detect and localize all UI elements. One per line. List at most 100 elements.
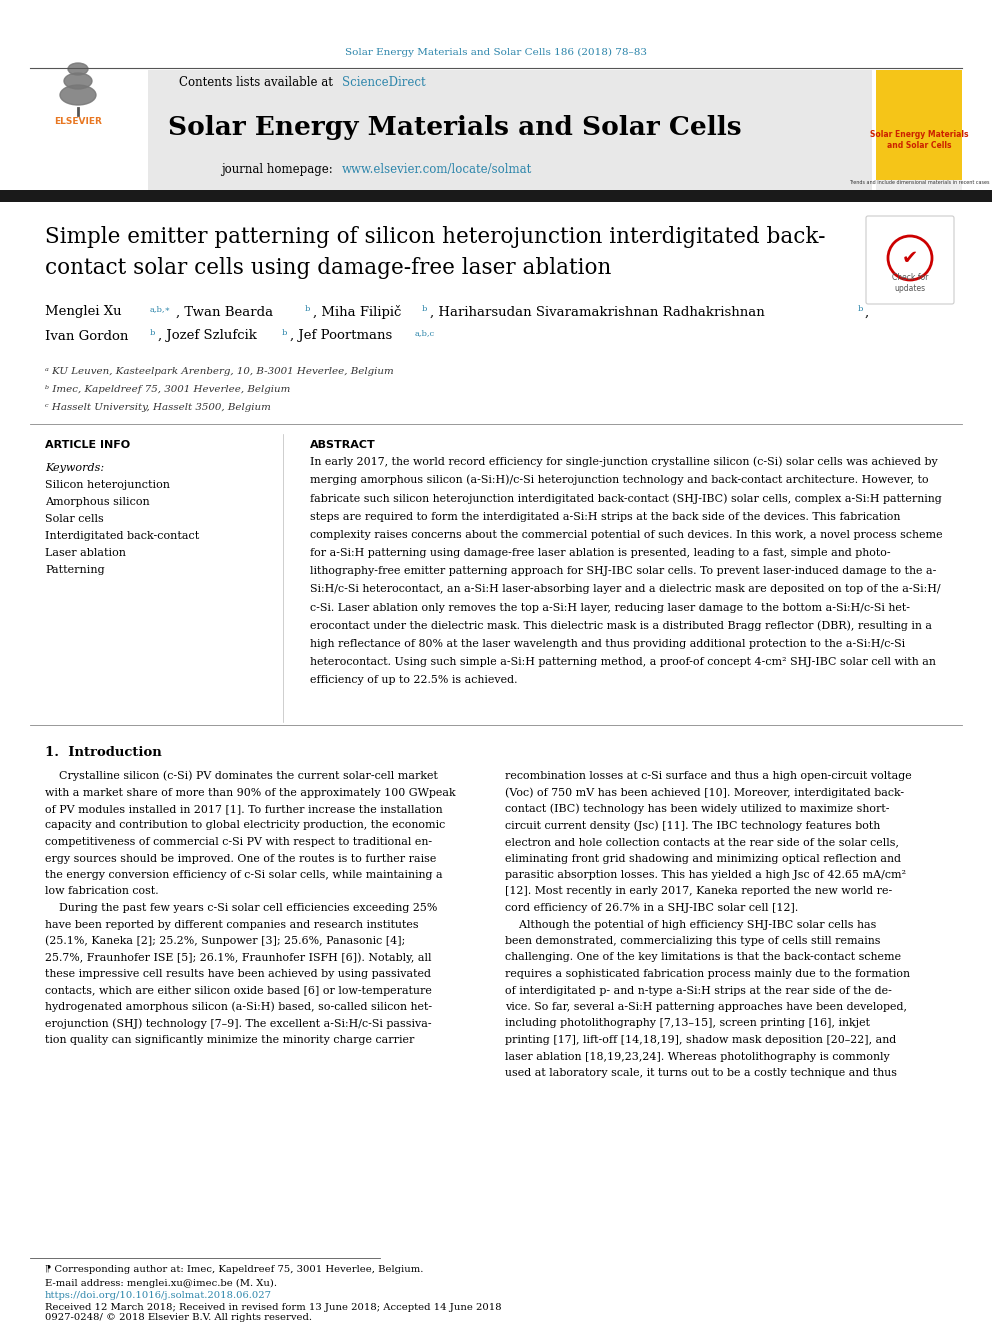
Text: Si:H/c-Si heterocontact, an a-Si:H laser-absorbing layer and a dielectric mask a: Si:H/c-Si heterocontact, an a-Si:H laser…	[310, 585, 940, 594]
Text: b: b	[858, 306, 863, 314]
Text: , Miha Filipič: , Miha Filipič	[313, 306, 402, 319]
Text: erojunction (SHJ) technology [7–9]. The excellent a-Si:H/c-Si passiva-: erojunction (SHJ) technology [7–9]. The …	[45, 1019, 432, 1029]
Text: Solar Energy Materials and Solar Cells: Solar Energy Materials and Solar Cells	[169, 115, 742, 140]
Text: Solar cells: Solar cells	[45, 515, 104, 524]
Text: ᶜ Hasselt University, Hasselt 3500, Belgium: ᶜ Hasselt University, Hasselt 3500, Belg…	[45, 404, 271, 413]
Text: including photolithography [7,13–15], screen printing [16], inkjet: including photolithography [7,13–15], sc…	[505, 1019, 870, 1028]
FancyBboxPatch shape	[876, 180, 962, 192]
Text: ARTICLE INFO: ARTICLE INFO	[45, 441, 130, 450]
Text: ⁋ Corresponding author at: Imec, Kapeldreef 75, 3001 Heverlee, Belgium.: ⁋ Corresponding author at: Imec, Kapeldr…	[45, 1266, 424, 1274]
Text: have been reported by different companies and research institutes: have been reported by different companie…	[45, 919, 419, 930]
Text: Although the potential of high efficiency SHJ-IBC solar cells has: Although the potential of high efficienc…	[505, 919, 876, 930]
Text: the energy conversion efficiency of c-Si solar cells, while maintaining a: the energy conversion efficiency of c-Si…	[45, 871, 442, 880]
Text: , Jozef Szlufcik: , Jozef Szlufcik	[158, 329, 257, 343]
Text: with a market share of more than 90% of the approximately 100 GWpeak: with a market share of more than 90% of …	[45, 787, 455, 798]
Text: ScienceDirect: ScienceDirect	[342, 75, 426, 89]
Text: Silicon heterojunction: Silicon heterojunction	[45, 480, 170, 490]
Text: [12]. Most recently in early 2017, Kaneka reported the new world re-: [12]. Most recently in early 2017, Kanek…	[505, 886, 892, 897]
Text: , Hariharsudan Sivaramakrishnan Radhakrishnan: , Hariharsudan Sivaramakrishnan Radhakri…	[430, 306, 765, 319]
Text: eliminating front grid shadowing and minimizing optical reflection and: eliminating front grid shadowing and min…	[505, 853, 901, 864]
Text: been demonstrated, commercializing this type of cells still remains: been demonstrated, commercializing this …	[505, 935, 881, 946]
Text: 25.7%, Fraunhofer ISE [5]; 26.1%, Fraunhofer ISFH [6]). Notably, all: 25.7%, Fraunhofer ISE [5]; 26.1%, Fraunh…	[45, 953, 432, 963]
Text: vice. So far, several a-Si:H patterning approaches have been developed,: vice. So far, several a-Si:H patterning …	[505, 1002, 907, 1012]
Text: Patterning: Patterning	[45, 565, 104, 576]
Text: low fabrication cost.: low fabrication cost.	[45, 886, 159, 897]
Text: Simple emitter patterning of silicon heterojunction interdigitated back-: Simple emitter patterning of silicon het…	[45, 226, 825, 247]
Text: contact (IBC) technology has been widely utilized to maximize short-: contact (IBC) technology has been widely…	[505, 803, 890, 814]
Text: Menglei Xu: Menglei Xu	[45, 306, 122, 319]
Text: , Jef Poortmans: , Jef Poortmans	[290, 329, 392, 343]
Ellipse shape	[60, 85, 96, 105]
Text: Received 12 March 2018; Received in revised form 13 June 2018; Accepted 14 June : Received 12 March 2018; Received in revi…	[45, 1303, 502, 1312]
Text: electron and hole collection contacts at the rear side of the solar cells,: electron and hole collection contacts at…	[505, 837, 899, 847]
FancyBboxPatch shape	[30, 70, 148, 192]
Text: tion quality can significantly minimize the minority charge carrier: tion quality can significantly minimize …	[45, 1035, 415, 1045]
Text: high reflectance of 80% at the laser wavelength and thus providing additional pr: high reflectance of 80% at the laser wav…	[310, 639, 905, 650]
Text: b: b	[305, 306, 310, 314]
Text: journal homepage:: journal homepage:	[221, 164, 340, 176]
Text: b: b	[150, 329, 156, 337]
Text: Interdigitated back-contact: Interdigitated back-contact	[45, 531, 199, 541]
Text: , Twan Bearda: , Twan Bearda	[176, 306, 273, 319]
Text: Laser ablation: Laser ablation	[45, 548, 126, 558]
Text: ELSEVIER: ELSEVIER	[54, 118, 102, 127]
Text: b: b	[422, 306, 428, 314]
Text: parasitic absorption losses. This has yielded a high Jsc of 42.65 mA/cm²: parasitic absorption losses. This has yi…	[505, 871, 906, 880]
Text: circuit current density (Jsc) [11]. The IBC technology features both: circuit current density (Jsc) [11]. The …	[505, 820, 880, 831]
Text: complexity raises concerns about the commercial potential of such devices. In th: complexity raises concerns about the com…	[310, 529, 942, 540]
Ellipse shape	[64, 73, 92, 89]
Text: Ivan Gordon: Ivan Gordon	[45, 329, 128, 343]
Text: competitiveness of commercial c-Si PV with respect to traditional en-: competitiveness of commercial c-Si PV wi…	[45, 837, 433, 847]
Text: Solar Energy Materials
and Solar Cells: Solar Energy Materials and Solar Cells	[870, 130, 968, 149]
FancyBboxPatch shape	[876, 70, 962, 192]
Text: steps are required to form the interdigitated a-Si:H strips at the back side of : steps are required to form the interdigi…	[310, 512, 901, 521]
FancyBboxPatch shape	[866, 216, 954, 304]
Text: ᵇ Imec, Kapeldreef 75, 3001 Heverlee, Belgium: ᵇ Imec, Kapeldreef 75, 3001 Heverlee, Be…	[45, 385, 291, 394]
Text: ✔: ✔	[902, 249, 919, 267]
Text: cord efficiency of 26.7% in a SHJ-IBC solar cell [12].: cord efficiency of 26.7% in a SHJ-IBC so…	[505, 904, 799, 913]
Text: E-mail address: menglei.xu@imec.be (M. Xu).: E-mail address: menglei.xu@imec.be (M. X…	[45, 1278, 277, 1287]
Text: contact solar cells using damage-free laser ablation: contact solar cells using damage-free la…	[45, 257, 611, 279]
FancyBboxPatch shape	[30, 70, 872, 192]
Text: Check for
updates: Check for updates	[892, 274, 929, 292]
Text: requires a sophisticated fabrication process mainly due to the formation: requires a sophisticated fabrication pro…	[505, 968, 910, 979]
Text: fabricate such silicon heterojunction interdigitated back-contact (SHJ-IBC) sola: fabricate such silicon heterojunction in…	[310, 493, 941, 504]
Text: heterocontact. Using such simple a-Si:H patterning method, a proof-of concept 4-: heterocontact. Using such simple a-Si:H …	[310, 658, 935, 667]
Text: 1.  Introduction: 1. Introduction	[45, 745, 162, 758]
Text: Trends and include dimensional materials in recent cases: Trends and include dimensional materials…	[849, 180, 989, 184]
Text: used at laboratory scale, it turns out to be a costly technique and thus: used at laboratory scale, it turns out t…	[505, 1068, 897, 1078]
Text: Keywords:: Keywords:	[45, 463, 104, 474]
Text: ergy sources should be improved. One of the routes is to further raise: ergy sources should be improved. One of …	[45, 853, 436, 864]
Text: ,: ,	[865, 306, 869, 319]
Text: printing [17], lift-off [14,18,19], shadow mask deposition [20–22], and: printing [17], lift-off [14,18,19], shad…	[505, 1035, 896, 1045]
Text: of interdigitated p- and n-type a-Si:H strips at the rear side of the de-: of interdigitated p- and n-type a-Si:H s…	[505, 986, 892, 995]
Text: Crystalline silicon (c-Si) PV dominates the current solar-cell market: Crystalline silicon (c-Si) PV dominates …	[45, 771, 437, 782]
Text: lithography-free emitter patterning approach for SHJ-IBC solar cells. To prevent: lithography-free emitter patterning appr…	[310, 566, 936, 577]
Text: Contents lists available at: Contents lists available at	[179, 75, 340, 89]
Text: (25.1%, Kaneka [2]; 25.2%, Sunpower [3]; 25.6%, Panasonic [4];: (25.1%, Kaneka [2]; 25.2%, Sunpower [3];…	[45, 935, 406, 946]
Text: Solar Energy Materials and Solar Cells 186 (2018) 78–83: Solar Energy Materials and Solar Cells 1…	[345, 48, 647, 57]
Text: laser ablation [18,19,23,24]. Whereas photolithography is commonly: laser ablation [18,19,23,24]. Whereas ph…	[505, 1052, 890, 1061]
Text: https://doi.org/10.1016/j.solmat.2018.06.027: https://doi.org/10.1016/j.solmat.2018.06…	[45, 1291, 272, 1301]
Text: capacity and contribution to global electricity production, the economic: capacity and contribution to global elec…	[45, 820, 445, 831]
Text: Amorphous silicon: Amorphous silicon	[45, 497, 150, 507]
Text: During the past few years c-Si solar cell efficiencies exceeding 25%: During the past few years c-Si solar cel…	[45, 904, 437, 913]
Text: recombination losses at c-Si surface and thus a high open-circuit voltage: recombination losses at c-Si surface and…	[505, 771, 912, 781]
Text: In early 2017, the world record efficiency for single-junction crystalline silic: In early 2017, the world record efficien…	[310, 456, 937, 467]
Text: of PV modules installed in 2017 [1]. To further increase the installation: of PV modules installed in 2017 [1]. To …	[45, 804, 442, 814]
Text: www.elsevier.com/locate/solmat: www.elsevier.com/locate/solmat	[342, 164, 533, 176]
Text: for a-Si:H patterning using damage-free laser ablation is presented, leading to : for a-Si:H patterning using damage-free …	[310, 548, 891, 558]
FancyBboxPatch shape	[0, 191, 992, 202]
Text: erocontact under the dielectric mask. This dielectric mask is a distributed Brag: erocontact under the dielectric mask. Th…	[310, 620, 932, 631]
Text: ABSTRACT: ABSTRACT	[310, 441, 376, 450]
Text: challenging. One of the key limitations is that the back-contact scheme: challenging. One of the key limitations …	[505, 953, 901, 963]
Text: a,b,∗: a,b,∗	[150, 306, 172, 314]
Text: these impressive cell results have been achieved by using passivated: these impressive cell results have been …	[45, 968, 431, 979]
Text: contacts, which are either silicon oxide based [6] or low-temperature: contacts, which are either silicon oxide…	[45, 986, 432, 995]
Text: merging amorphous silicon (a-Si:H)/c-Si heterojunction technology and back-conta: merging amorphous silicon (a-Si:H)/c-Si …	[310, 475, 929, 486]
Text: 0927-0248/ © 2018 Elsevier B.V. All rights reserved.: 0927-0248/ © 2018 Elsevier B.V. All righ…	[45, 1314, 312, 1323]
Text: ᵃ KU Leuven, Kasteelpark Arenberg, 10, B-3001 Heverlee, Belgium: ᵃ KU Leuven, Kasteelpark Arenberg, 10, B…	[45, 368, 394, 377]
Text: hydrogenated amorphous silicon (a-Si:H) based, so-called silicon het-: hydrogenated amorphous silicon (a-Si:H) …	[45, 1002, 433, 1012]
Text: (Voc) of 750 mV has been achieved [10]. Moreover, interdigitated back-: (Voc) of 750 mV has been achieved [10]. …	[505, 787, 904, 798]
Text: efficiency of up to 22.5% is achieved.: efficiency of up to 22.5% is achieved.	[310, 676, 518, 685]
